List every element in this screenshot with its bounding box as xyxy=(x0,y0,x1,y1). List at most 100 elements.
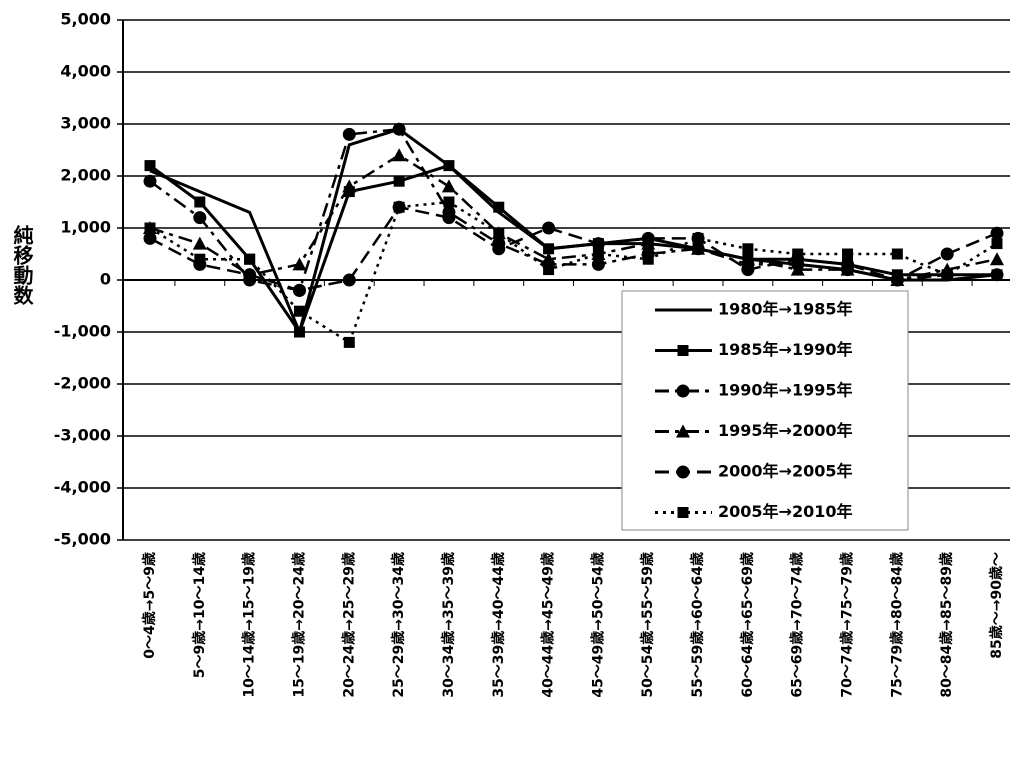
data-point xyxy=(292,283,306,297)
y-tick-label: -5,000 xyxy=(54,530,111,549)
legend-marker xyxy=(676,424,690,438)
data-point xyxy=(244,253,256,265)
x-tick-label: 55～59歳→60～64歳 xyxy=(689,552,706,698)
x-tick-label: 40～44歳→45～49歳 xyxy=(540,552,557,698)
y-tick-label: 1,000 xyxy=(60,218,111,237)
data-point xyxy=(143,231,157,245)
data-point xyxy=(143,174,157,188)
legend-label: 2005年→2010年 xyxy=(718,502,852,521)
data-point xyxy=(193,211,207,225)
legend-marker xyxy=(677,507,689,518)
data-point xyxy=(991,238,1003,250)
x-tick-label: 50～54歳→55～59歳 xyxy=(639,552,656,698)
x-tick-label: 45～49歳→50～54歳 xyxy=(589,552,606,698)
x-tick-label: 35～39歳→40～44歳 xyxy=(490,552,507,698)
y-axis-label: 純移動数 xyxy=(10,224,34,306)
y-tick-label: 3,000 xyxy=(60,114,111,133)
data-point xyxy=(792,248,804,260)
data-point xyxy=(192,236,207,250)
y-tick-label: -2,000 xyxy=(54,374,111,393)
series-line xyxy=(149,200,998,345)
data-point xyxy=(990,268,1004,282)
data-point xyxy=(443,160,455,172)
data-point xyxy=(194,253,206,265)
x-tick-label: 60～64歳→65～69歳 xyxy=(739,552,756,698)
data-point xyxy=(890,273,904,287)
x-tick-label: 65～69歳→70～74歳 xyxy=(789,552,806,698)
data-point xyxy=(742,243,754,255)
legend: 1980年→1985年 1985年→1990年 1990年→1995年 1995年→2… xyxy=(621,290,909,531)
data-point xyxy=(591,237,605,251)
data-point xyxy=(842,248,854,260)
x-tick-label: 75～79歳→80～84歳 xyxy=(888,552,905,698)
data-point xyxy=(543,264,555,276)
data-point xyxy=(343,336,355,348)
data-point xyxy=(691,241,706,255)
data-point xyxy=(194,196,206,208)
legend-marker xyxy=(676,384,690,398)
x-tick-label: 20～24歳→25～29歳 xyxy=(340,552,357,698)
y-tick-label: -1,000 xyxy=(54,322,111,341)
y-tick-label: 0 xyxy=(100,270,111,289)
x-tick-label: 15～19歳→20～24歳 xyxy=(290,552,307,698)
legend-marker xyxy=(677,345,689,356)
data-point xyxy=(243,268,257,282)
data-point xyxy=(392,148,407,162)
data-point xyxy=(342,179,357,193)
data-point xyxy=(144,222,156,234)
y-tick-label: 5,000 xyxy=(60,10,111,29)
x-tick-label: 30～34歳→35～39歳 xyxy=(440,552,457,698)
data-point xyxy=(790,262,805,276)
data-point xyxy=(642,253,654,265)
data-point xyxy=(144,160,156,172)
data-point xyxy=(492,242,506,256)
y-tick-label: 4,000 xyxy=(60,62,111,81)
legend-box xyxy=(621,290,909,531)
data-point xyxy=(541,252,556,266)
data-point xyxy=(292,257,307,271)
series-line xyxy=(149,153,998,282)
data-point xyxy=(342,273,356,287)
data-point xyxy=(493,227,505,239)
data-point xyxy=(293,305,305,317)
legend-label: 2000年→2005年 xyxy=(718,462,852,481)
data-point xyxy=(891,248,903,260)
data-point xyxy=(941,269,953,281)
y-tick-label: -4,000 xyxy=(54,478,111,497)
data-point xyxy=(342,127,356,141)
x-tick-label: 10～14歳→15～19歳 xyxy=(241,552,258,698)
data-point xyxy=(940,247,954,261)
y-tick-label: 2,000 xyxy=(60,166,111,185)
data-point xyxy=(740,252,755,266)
series-line xyxy=(149,205,998,292)
legend-label: 1990年→1995年 xyxy=(718,381,852,400)
data-point xyxy=(990,226,1004,240)
x-tick-label: 25～29歳→30～34歳 xyxy=(390,552,407,698)
data-point xyxy=(543,243,555,255)
data-point xyxy=(591,257,605,271)
x-tick-label: 85歳～→90歳～ xyxy=(988,552,1005,659)
x-tick-label: 5～9歳→10～14歳 xyxy=(191,552,208,678)
x-tick-label: 70～74歳→75～79歳 xyxy=(839,552,856,698)
data-point xyxy=(542,221,556,235)
x-tick-label: 0～4歳→5～9歳 xyxy=(141,552,158,659)
data-point xyxy=(393,175,405,187)
y-tick-label: -3,000 xyxy=(54,426,111,445)
data-point xyxy=(442,211,456,225)
data-point xyxy=(592,248,604,260)
data-point xyxy=(841,257,855,271)
legend-marker xyxy=(676,465,690,479)
data-point xyxy=(393,201,405,213)
data-point xyxy=(392,122,406,136)
data-point xyxy=(692,232,704,244)
data-point xyxy=(641,231,655,245)
x-tick-label: 80～84歳→85～89歳 xyxy=(938,552,955,698)
legend-label: 1985年→1990年 xyxy=(718,340,852,359)
legend-label: 1995年→2000年 xyxy=(718,421,852,440)
legend-label: 1980年→1985年 xyxy=(718,300,852,319)
data-point xyxy=(741,263,755,277)
data-point xyxy=(443,196,455,208)
data-point xyxy=(990,252,1004,266)
data-point xyxy=(293,326,305,338)
